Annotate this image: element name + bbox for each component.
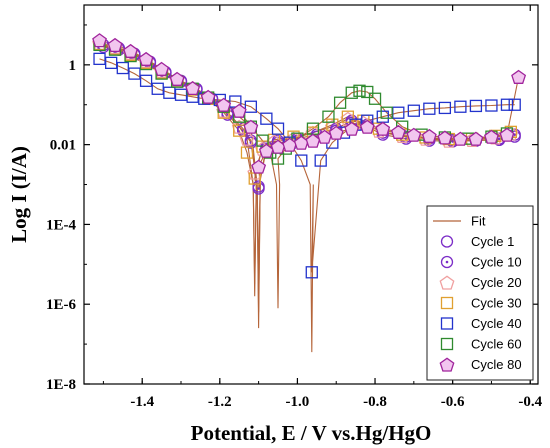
data-point-5-19 xyxy=(314,154,327,167)
data-point-7-5 xyxy=(154,61,170,76)
data-point-2-26-center-dot xyxy=(513,133,517,136)
x-tick-label-6: -0.4 xyxy=(518,394,542,410)
data-point-5-13 xyxy=(244,100,258,113)
plot-area xyxy=(92,33,527,353)
legend-swatch-4 xyxy=(440,296,454,310)
data-point-2-12 xyxy=(252,182,265,195)
data-point-5-31 xyxy=(485,99,498,112)
data-point-5-28 xyxy=(438,101,452,115)
data-point-5-33 xyxy=(508,98,521,111)
y-tick-label-3: 1E-4 xyxy=(46,217,77,233)
data-point-7-29 xyxy=(484,129,499,144)
data-point-7-27 xyxy=(452,131,468,146)
data-point-7-19 xyxy=(328,125,344,140)
legend-swatch-1 xyxy=(440,235,454,248)
data-point-4-18 xyxy=(341,110,355,123)
data-point-5-26 xyxy=(407,104,420,117)
data-point-5-30 xyxy=(469,99,483,113)
data-point-7-11 xyxy=(243,119,259,134)
data-point-5-4 xyxy=(128,67,141,80)
data-point-7-30 xyxy=(499,127,515,142)
legend-label-7: Cycle 80 xyxy=(471,357,522,372)
data-point-7-24 xyxy=(406,127,422,142)
data-point-5-27 xyxy=(423,102,436,115)
data-point-7-8 xyxy=(200,89,216,104)
data-point-7-20 xyxy=(344,121,360,136)
series-cycle-80 xyxy=(92,33,527,174)
data-point-7-21 xyxy=(359,119,375,134)
series-cycle-30 xyxy=(93,37,517,185)
data-point-7-1 xyxy=(92,33,107,48)
legend-label-3: Cycle 20 xyxy=(471,275,522,290)
legend-fit-label: Fit xyxy=(471,214,486,229)
y-axis-title: Log I (I/A) xyxy=(7,146,31,243)
data-point-5-32 xyxy=(500,98,514,111)
x-tick-label-3: -1.0 xyxy=(286,394,310,410)
legend-label-5: Cycle 40 xyxy=(471,316,522,331)
legend-box xyxy=(426,205,534,381)
data-point-6-18 xyxy=(322,110,335,123)
data-point-2-23-center-dot xyxy=(451,140,454,143)
plot-frame xyxy=(83,4,539,385)
x-axis-title: Potential, E / V vs.Hg/HgO xyxy=(191,421,432,445)
legend-label-6: Cycle 60 xyxy=(471,337,522,352)
legend-swatch-2 xyxy=(440,255,454,269)
data-point-5-5 xyxy=(139,74,153,87)
plot-clip-group xyxy=(92,33,527,353)
y-tick-label-1: 1 xyxy=(69,58,77,74)
x-tick-label-5: -0.6 xyxy=(441,394,465,410)
data-point-6-24 xyxy=(380,106,393,119)
data-point-7-6 xyxy=(169,71,185,86)
x-tick-label-2: -1.2 xyxy=(208,394,232,410)
data-point-6-23 xyxy=(368,92,382,105)
y-tick-label-5: 1E-8 xyxy=(46,377,76,393)
data-point-5-29 xyxy=(454,100,467,113)
x-tick-label-1: -1.4 xyxy=(130,394,154,410)
data-point-7-28 xyxy=(468,131,484,146)
data-point-7-31 xyxy=(511,69,527,84)
data-point-6-22 xyxy=(361,85,374,99)
data-point-5-15 xyxy=(271,122,285,135)
data-point-5-17 xyxy=(295,154,308,167)
fit-line-5 xyxy=(99,58,515,353)
data-point-4-11 xyxy=(240,146,254,159)
data-point-2-12-center-dot xyxy=(257,187,260,190)
legend-label-4: Cycle 30 xyxy=(471,296,522,311)
data-point-5-14 xyxy=(260,112,273,125)
data-point-6-21 xyxy=(353,84,366,97)
x-tick-label-4: -0.8 xyxy=(363,394,387,410)
data-point-7-2 xyxy=(107,37,123,53)
data-point-6-20 xyxy=(345,86,358,99)
data-point-7-26 xyxy=(437,130,453,145)
data-point-7-10 xyxy=(231,103,247,118)
data-point-7-9 xyxy=(216,97,232,112)
data-point-2-25-center-dot xyxy=(497,137,501,140)
series-cycle-40 xyxy=(93,52,521,279)
legend-swatch-6 xyxy=(440,337,454,351)
series-cycle-20 xyxy=(92,35,519,180)
y-tick-label-4: 1E-6 xyxy=(46,297,77,313)
data-point-6-12 xyxy=(256,134,269,147)
legend-swatch-2-center-dot xyxy=(445,260,449,264)
data-point-7-22 xyxy=(375,121,391,136)
data-point-5-18 xyxy=(305,266,318,279)
legend-swatch-3 xyxy=(439,275,455,290)
legend: Fit Cycle 1 Cycle 10 Cycle 20 Cycle 30 Cycle … xyxy=(426,205,534,381)
legend-swatch-7 xyxy=(439,357,455,372)
legend-label-2: Cycle 10 xyxy=(471,255,522,270)
data-point-7-3 xyxy=(123,43,138,58)
axes: -1.4 -1.2 -1.0 -0.8 -0.6 -0.4 1 0.01 1E-4 1E-6 1E-… xyxy=(7,4,543,445)
legend-swatch-5 xyxy=(440,317,454,330)
data-point-7-25 xyxy=(421,128,437,143)
data-point-7-7 xyxy=(185,80,201,96)
data-point-7-4 xyxy=(138,51,154,66)
data-point-7-23 xyxy=(390,124,406,139)
y-tick-label-2: 0.01 xyxy=(50,138,76,154)
data-point-7-12 xyxy=(251,159,267,174)
data-point-6-19 xyxy=(333,96,347,109)
legend-label-1: Cycle 1 xyxy=(471,234,514,249)
